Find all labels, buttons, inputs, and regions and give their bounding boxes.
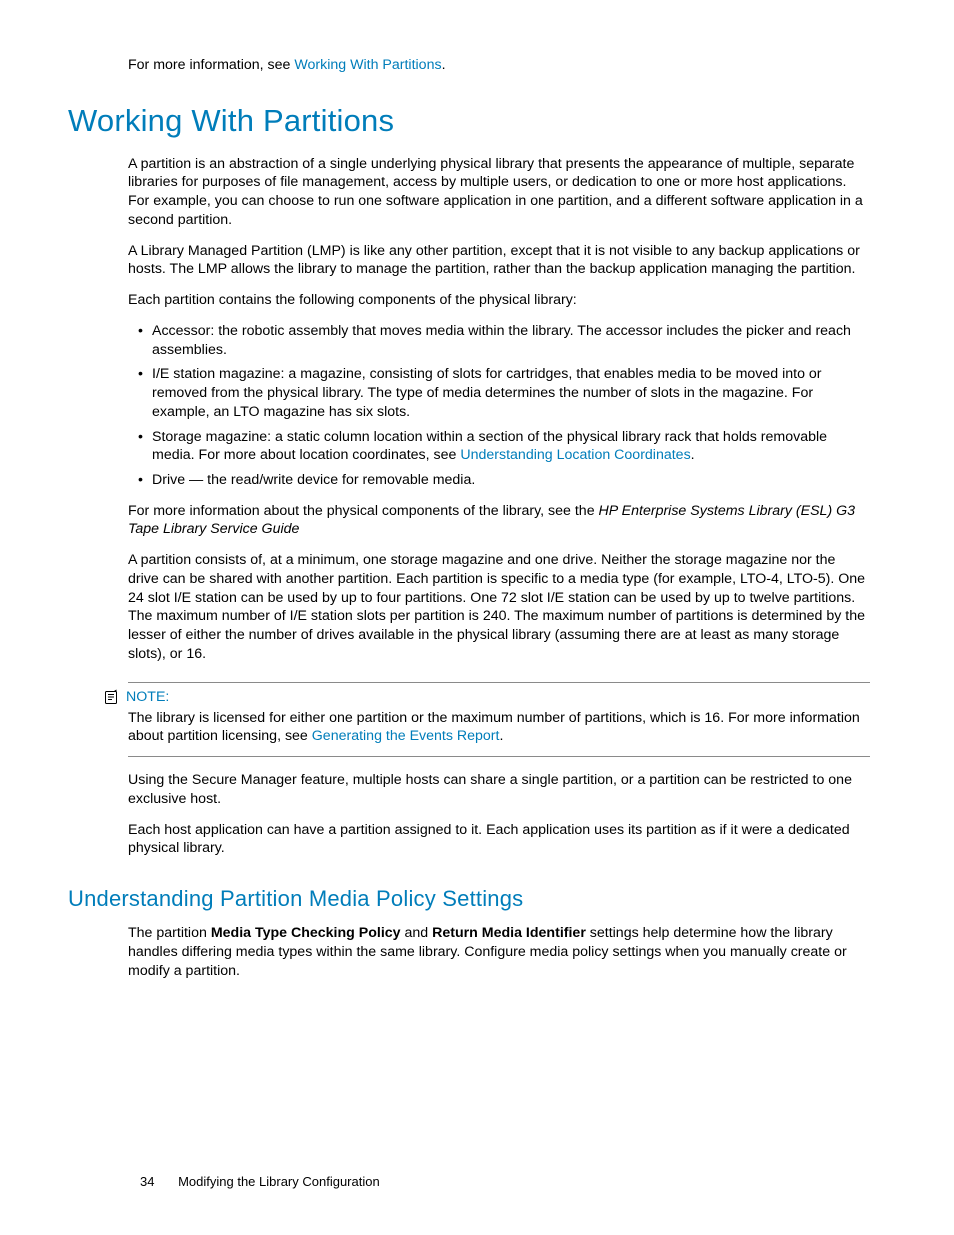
note-icon — [104, 689, 120, 705]
section-body: A partition is an abstraction of a singl… — [128, 155, 870, 858]
link-understanding-location-coordinates[interactable]: Understanding Location Coordinates — [460, 447, 690, 463]
intro-suffix: . — [442, 57, 446, 73]
paragraph-components-intro: Each partition contains the following co… — [128, 291, 870, 310]
paragraph-lmp: A Library Managed Partition (LMP) is lik… — [128, 242, 870, 279]
mp-b: and — [401, 925, 433, 941]
list-item-storage-magazine: Storage magazine: a static column locati… — [152, 428, 870, 465]
paragraph-partition-consists: A partition consists of, at a minimum, o… — [128, 551, 870, 663]
mp-bold1: Media Type Checking Policy — [211, 925, 401, 941]
note-label: NOTE: — [126, 689, 169, 705]
footer-section-title: Modifying the Library Configuration — [178, 1174, 380, 1189]
page-footer: 34 Modifying the Library Configuration — [140, 1174, 380, 1189]
note-top-rule — [128, 682, 870, 683]
note-body-suffix: . — [499, 728, 503, 744]
heading-working-with-partitions: Working With Partitions — [68, 103, 886, 139]
mp-bold2: Return Media Identifier — [432, 925, 586, 941]
paragraph-media-policy: The partition Media Type Checking Policy… — [128, 924, 870, 980]
list-item-ie-station: I/E station magazine: a magazine, consis… — [152, 365, 870, 421]
intro-prefix: For more information, see — [128, 57, 294, 73]
subsection-body: The partition Media Type Checking Policy… — [128, 924, 870, 980]
link-working-with-partitions[interactable]: Working With Partitions — [294, 57, 441, 73]
note-bottom-rule — [128, 756, 870, 757]
paragraph-definition: A partition is an abstraction of a singl… — [128, 155, 870, 230]
note-header: NOTE: — [104, 689, 870, 705]
note-body: The library is licensed for either one p… — [128, 709, 870, 746]
page-number: 34 — [140, 1174, 154, 1189]
more-info-prefix: For more information about the physical … — [128, 503, 599, 519]
link-generating-events-report[interactable]: Generating the Events Report — [312, 728, 500, 744]
paragraph-secure-manager: Using the Secure Manager feature, multip… — [128, 771, 870, 808]
document-page: For more information, see Working With P… — [0, 0, 954, 1235]
paragraph-more-info: For more information about the physical … — [128, 502, 870, 539]
list-item-drive: Drive — the read/write device for remova… — [152, 471, 870, 490]
list-item-storage-suffix: . — [691, 447, 695, 463]
intro-paragraph: For more information, see Working With P… — [128, 56, 870, 75]
intro-paragraph-container: For more information, see Working With P… — [128, 56, 870, 75]
paragraph-host-application: Each host application can have a partiti… — [128, 821, 870, 858]
components-list: Accessor: the robotic assembly that move… — [128, 322, 870, 490]
note-block: NOTE: The library is licensed for either… — [128, 682, 870, 757]
heading-media-policy: Understanding Partition Media Policy Set… — [68, 886, 886, 912]
list-item-accessor: Accessor: the robotic assembly that move… — [152, 322, 870, 359]
mp-a: The partition — [128, 925, 211, 941]
